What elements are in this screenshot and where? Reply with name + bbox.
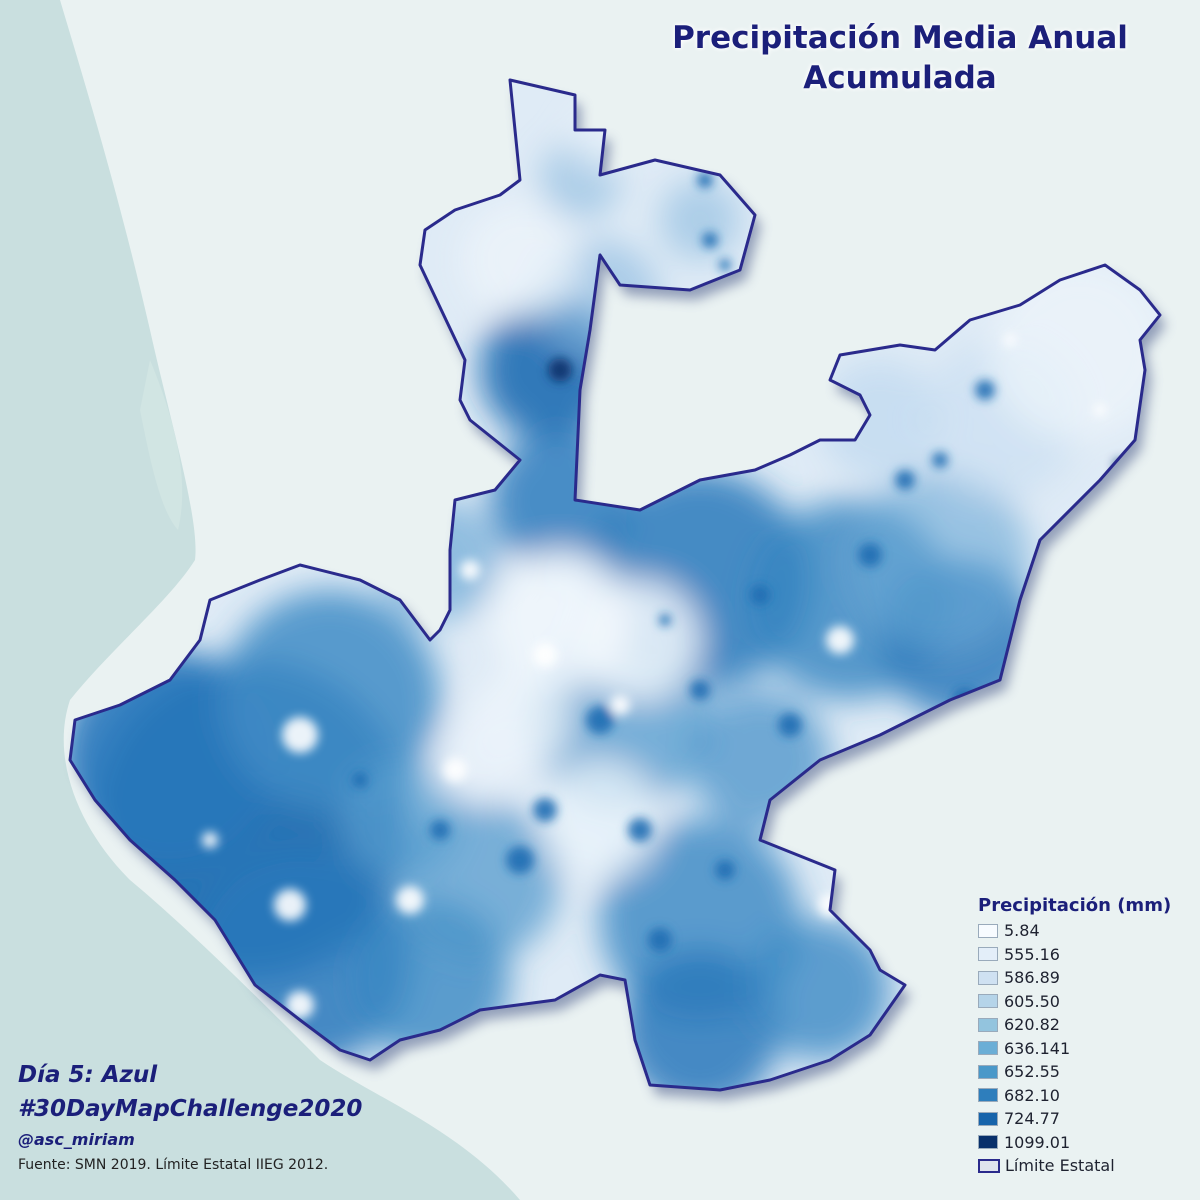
legend-swatch bbox=[978, 923, 998, 938]
legend-item: 652.55 bbox=[978, 1060, 1188, 1084]
credits: Día 5: Azul #30DayMapChallenge2020 @asc_… bbox=[18, 1058, 362, 1176]
map-title: Precipitación Media Anual Acumulada bbox=[640, 18, 1160, 98]
legend-title: Precipitación (mm) bbox=[978, 895, 1172, 916]
legend-swatch bbox=[978, 1017, 998, 1032]
legend-label: 1099.01 bbox=[1004, 1132, 1071, 1152]
legend-label: 586.89 bbox=[1004, 968, 1060, 988]
legend: Precipitación (mm) 5.84 555.16 586.89 605.5… bbox=[978, 895, 1188, 1178]
legend-swatch bbox=[978, 1088, 998, 1103]
legend-item: 605.50 bbox=[978, 990, 1188, 1014]
legend-item: 1099.01 bbox=[978, 1131, 1188, 1155]
legend-swatch bbox=[978, 1135, 998, 1150]
legend-item: 682.10 bbox=[978, 1084, 1188, 1108]
legend-item: 724.77 bbox=[978, 1107, 1188, 1131]
legend-item-boundary: Límite Estatal bbox=[978, 1154, 1188, 1178]
legend-item: 636.141 bbox=[978, 1037, 1188, 1061]
legend-swatch bbox=[978, 1064, 998, 1079]
legend-label: 636.141 bbox=[1004, 1038, 1071, 1058]
legend-swatch bbox=[978, 1111, 998, 1126]
legend-swatch bbox=[978, 994, 998, 1009]
legend-label: 620.82 bbox=[1004, 1015, 1060, 1035]
legend-label: 555.16 bbox=[1004, 944, 1060, 964]
legend-swatch bbox=[978, 970, 998, 985]
legend-item: 586.89 bbox=[978, 966, 1188, 990]
legend-swatch bbox=[978, 947, 998, 962]
challenge-day: Día 5: Azul bbox=[18, 1062, 158, 1088]
coastal-lagoon bbox=[140, 360, 183, 530]
legend-classes: 5.84 555.16 586.89 605.50 620.82 636.141 652.5… bbox=[978, 919, 1188, 1154]
title-line-2: Acumulada bbox=[803, 60, 997, 96]
legend-boundary-label: Límite Estatal bbox=[1005, 1156, 1115, 1176]
legend-label: 652.55 bbox=[1004, 1062, 1060, 1082]
author-handle: @asc_miriam bbox=[18, 1130, 135, 1149]
legend-swatch bbox=[978, 1041, 998, 1056]
legend-label: 5.84 bbox=[1004, 921, 1040, 941]
title-line-1: Precipitación Media Anual bbox=[672, 20, 1128, 56]
legend-item: 555.16 bbox=[978, 943, 1188, 967]
legend-label: 724.77 bbox=[1004, 1109, 1060, 1129]
ocean bbox=[0, 0, 520, 1200]
challenge-hashtag: #30DayMapChallenge2020 bbox=[18, 1096, 363, 1122]
boundary-swatch bbox=[978, 1158, 1000, 1173]
data-source: Fuente: SMN 2019. Límite Estatal IIEG 20… bbox=[18, 1157, 329, 1173]
legend-label: 605.50 bbox=[1004, 991, 1060, 1011]
legend-item: 5.84 bbox=[978, 919, 1188, 943]
legend-item: 620.82 bbox=[978, 1013, 1188, 1037]
legend-label: 682.10 bbox=[1004, 1085, 1060, 1105]
